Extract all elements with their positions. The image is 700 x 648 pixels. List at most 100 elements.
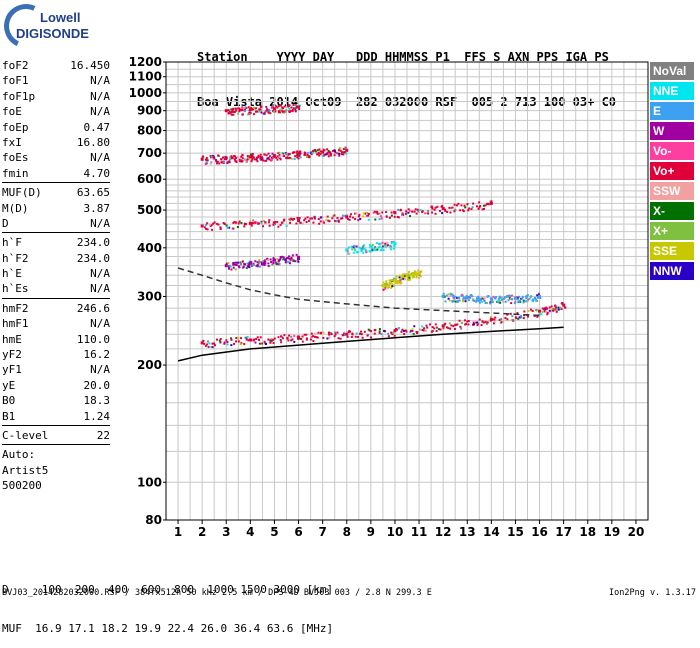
header-row1: Station YYYY DAY DDD HHMMSS P1 FFS S AXN… [197, 50, 609, 64]
trace-dot [229, 112, 232, 115]
legend-item: NoVal [650, 62, 694, 80]
trace-dot [462, 210, 465, 213]
trace-dot [390, 286, 393, 289]
x-tick-label: 17 [555, 525, 572, 539]
trace-dot [548, 309, 551, 312]
trace-dot [322, 220, 325, 223]
trace-dot [278, 110, 281, 113]
trace-dot [266, 111, 269, 114]
trace-dot [529, 296, 532, 299]
trace-dot [467, 323, 470, 326]
trace-dot [279, 111, 282, 114]
trace-dot [258, 260, 261, 263]
trace-dot [539, 297, 542, 300]
trace-dot [317, 152, 320, 155]
trace-dot [359, 330, 362, 333]
trace-dot [564, 306, 567, 309]
trace-dot [343, 332, 346, 335]
trace-dot [390, 240, 393, 243]
trace-dot [277, 336, 280, 339]
trace-dot [282, 110, 285, 113]
trace-dot [267, 259, 270, 262]
trace-dot [387, 332, 390, 335]
trace-dot [385, 283, 388, 286]
trace-dot [246, 336, 249, 339]
trace-dot [283, 111, 286, 114]
trace-dot [268, 224, 271, 227]
trace-dot [357, 219, 360, 222]
trace-dot [255, 158, 258, 161]
trace-dot [382, 248, 385, 251]
trace-dot [234, 268, 237, 271]
trace-dot [219, 226, 222, 229]
trace-dot [347, 252, 350, 255]
trace-dot [249, 220, 252, 223]
trace-dot [409, 274, 412, 277]
trace-dot [265, 109, 268, 112]
trace-dot [264, 260, 267, 263]
trace-dot [411, 272, 414, 275]
trace-dot [486, 202, 489, 205]
trace-series [381, 269, 423, 291]
trace-dot [390, 279, 393, 282]
trace-dot [294, 260, 297, 263]
trace-dot [423, 327, 426, 330]
trace-dot [306, 153, 309, 156]
trace-dot [328, 336, 331, 339]
trace-dot [492, 318, 495, 321]
trace-dot [476, 324, 479, 327]
trace-dot [444, 209, 447, 212]
trace-dot [381, 249, 384, 252]
x-tick-label: 15 [507, 525, 524, 539]
trace-dot [327, 155, 330, 158]
trace-dot [272, 110, 275, 113]
trace-dot [267, 156, 270, 159]
trace-dot [546, 311, 549, 314]
trace-dot [243, 225, 246, 228]
trace-dot [213, 157, 216, 160]
trace-dot [465, 294, 468, 297]
trace-dot [424, 212, 427, 215]
trace-dot [441, 212, 444, 215]
trace-dot [407, 270, 410, 273]
trace-dot [498, 295, 501, 298]
trace-dot [380, 333, 383, 336]
trace-dot [240, 155, 243, 158]
trace-dot [541, 307, 544, 310]
trace-dot [425, 324, 428, 327]
trace-dot [413, 325, 416, 328]
trace-dot [499, 296, 502, 299]
trace-dot [337, 337, 340, 340]
trace-dot [445, 294, 448, 297]
trace-dot [251, 108, 254, 111]
trace-dot [319, 150, 322, 153]
trace-dot [292, 259, 295, 262]
trace-dot [351, 216, 354, 219]
trace-dot [267, 338, 270, 341]
trace-dot [520, 316, 523, 319]
trace-dot [246, 265, 249, 268]
trace-dot [476, 321, 479, 324]
trace-dot [361, 248, 364, 251]
param-value: 1.24 [83, 409, 111, 423]
trace-dot [393, 245, 396, 248]
trace-dot [544, 307, 547, 310]
x-tick-label: 12 [435, 525, 452, 539]
trace-point [393, 329, 397, 333]
trace-dot [238, 108, 241, 111]
trace-dot [274, 220, 277, 223]
trace-dot [538, 293, 541, 296]
trace-dot [257, 262, 260, 265]
param-value: N/A [90, 363, 110, 377]
trace-dot [266, 157, 269, 160]
trace-point [248, 221, 252, 225]
trace-dot [511, 298, 514, 301]
trace-dot [237, 265, 240, 268]
trace-dot [266, 257, 269, 260]
trace-dot [490, 301, 493, 304]
trace-dot [259, 153, 262, 156]
trace-dot [242, 107, 245, 110]
trace-dot [543, 310, 546, 313]
trace-dot [332, 149, 335, 152]
trace-dot [256, 264, 259, 267]
